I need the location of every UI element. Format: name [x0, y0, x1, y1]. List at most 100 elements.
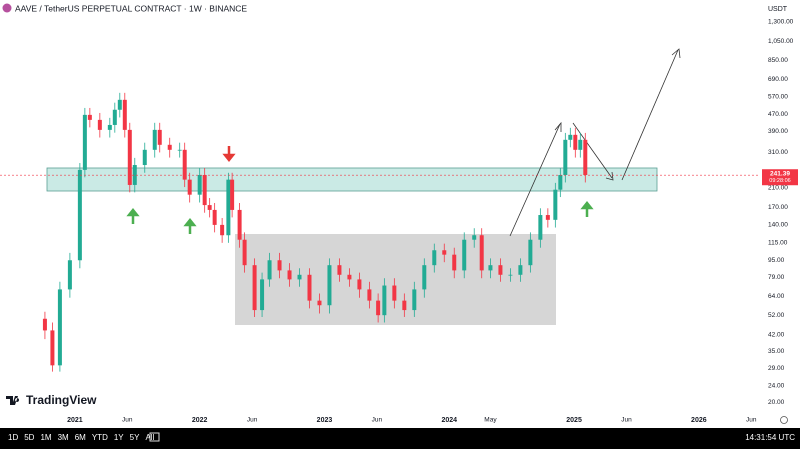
y-tick-label: 850.00 [768, 57, 788, 64]
candle-body [267, 260, 272, 280]
price-tag-value: 241.39 [770, 170, 790, 177]
candle-body [498, 265, 503, 275]
range-buttons: 1D 5D 1M 3M 6M YTD 1Y 5Y All [8, 433, 155, 442]
y-tick-label: 35.00 [768, 348, 785, 355]
clock: 14:31:54 UTC [745, 433, 795, 442]
candle-body [287, 270, 292, 280]
range-button[interactable]: 6M [75, 433, 86, 442]
range-button[interactable]: 1D [8, 433, 18, 442]
candle-body [553, 189, 558, 220]
price-tag [762, 169, 798, 186]
trend-line [572, 122, 613, 179]
candle-body [177, 149, 182, 151]
candle-body [242, 239, 247, 266]
candle-body [237, 209, 242, 240]
candle-body [573, 134, 578, 150]
candle-body [583, 139, 588, 176]
y-tick-label: 1,050.00 [768, 38, 794, 45]
down-arrow [222, 146, 236, 163]
candle-body [297, 274, 302, 280]
candle-body [107, 124, 112, 130]
y-tick-label: 170.00 [768, 204, 788, 211]
y-tick-label: 310.00 [768, 149, 788, 156]
candle-body [112, 109, 117, 125]
logo-icon [6, 396, 20, 405]
arrow-head [671, 48, 681, 59]
candle-body [142, 149, 147, 166]
candle-body [197, 175, 202, 195]
candle-body [317, 300, 322, 306]
candle-body [376, 300, 381, 316]
candle-body [307, 274, 312, 301]
candle-body [132, 165, 137, 185]
candle-body [558, 175, 563, 190]
logo: TradingView [26, 393, 97, 407]
x-tick-label: 2025 [566, 417, 582, 424]
trend-line [509, 123, 561, 237]
range-button[interactable]: 1Y [114, 433, 124, 442]
up-arrow [580, 200, 594, 217]
candle-body [57, 289, 62, 366]
candle-body [122, 99, 127, 130]
candle-body [472, 235, 477, 240]
calendar-icon[interactable] [149, 432, 160, 442]
candle-body [488, 265, 493, 271]
settings-icon[interactable] [780, 416, 788, 424]
x-tick-label: 2022 [192, 417, 208, 424]
x-tick-label: 2021 [67, 417, 83, 424]
x-tick-label: Jun [122, 417, 133, 424]
candle-body [252, 265, 257, 311]
x-tick-label: Jun [621, 417, 632, 424]
candle-body [82, 114, 87, 170]
candle-body [77, 169, 82, 261]
range-button[interactable]: 3M [58, 433, 69, 442]
candle-body [167, 144, 172, 150]
y-tick-label: 690.00 [768, 76, 788, 83]
candle-body [568, 134, 573, 140]
range-button[interactable]: 1M [40, 433, 51, 442]
candle-body [402, 300, 407, 311]
y-tick-label: 140.00 [768, 222, 788, 229]
candle-body [277, 260, 282, 271]
candle-body [412, 289, 417, 311]
candle-body [462, 239, 467, 271]
candle-body [442, 250, 447, 255]
range-button[interactable]: 5D [24, 433, 34, 442]
range-button[interactable]: YTD [92, 433, 108, 442]
candle-body [357, 279, 362, 290]
candle-body [87, 114, 92, 120]
y-tick-label: 390.00 [768, 128, 788, 135]
projection-lines [509, 48, 681, 237]
candle-body [97, 119, 102, 130]
y-tick-label: 20.00 [768, 399, 785, 406]
candle-body [230, 179, 235, 210]
y-tick-label: 570.00 [768, 94, 788, 101]
candle-body [382, 285, 387, 316]
x-tick-label: 2026 [691, 417, 707, 424]
arrow-head [554, 121, 562, 132]
y-tick-label: 29.00 [768, 365, 785, 372]
candle-body [327, 265, 332, 306]
candle-body [42, 318, 47, 331]
symbol-icon [2, 3, 12, 13]
candle-body [563, 139, 568, 176]
currency: USDT [768, 6, 788, 13]
candle-body [226, 179, 231, 236]
candle-body [545, 215, 550, 220]
candle-body [67, 260, 72, 290]
candle-body [392, 285, 397, 301]
y-tick-label: 95.00 [768, 257, 785, 264]
candle-body [220, 224, 225, 236]
range-box [235, 234, 556, 325]
candle-body [422, 265, 427, 290]
candle-body [452, 254, 457, 271]
candle-body [528, 239, 533, 266]
y-tick-label: 79.00 [768, 274, 785, 281]
range-button[interactable]: 5Y [130, 433, 140, 442]
candle-body [347, 274, 352, 280]
candle-body [50, 330, 55, 366]
arrow-head [605, 171, 614, 181]
y-tick-label: 115.00 [768, 240, 788, 247]
candle-body [212, 209, 217, 225]
